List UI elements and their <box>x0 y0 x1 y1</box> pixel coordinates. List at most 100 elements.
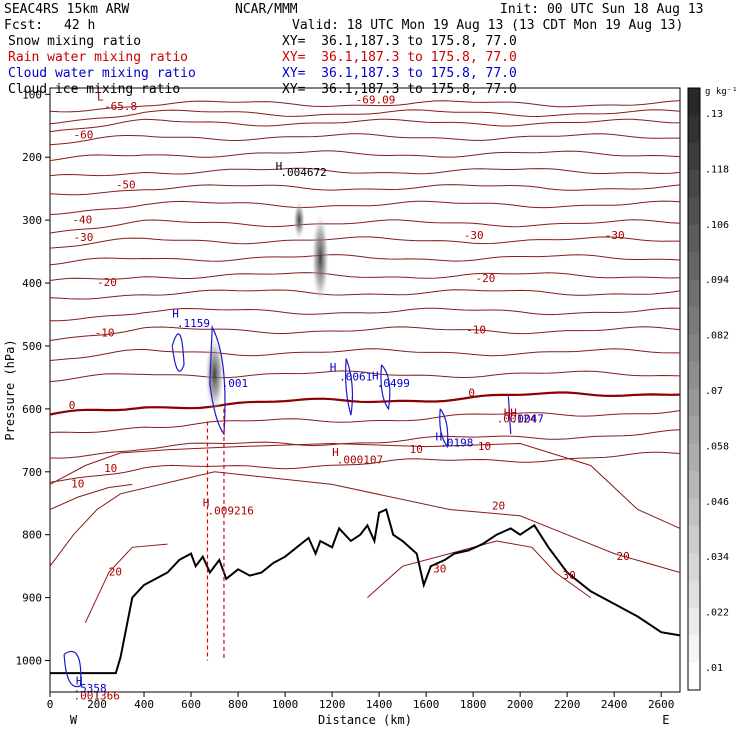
colorbar-tick-label: .106 <box>705 220 729 231</box>
isotherm-line <box>49 326 681 341</box>
contour-label: -40 <box>72 213 92 226</box>
ice-shading <box>311 209 330 306</box>
contour-label: H <box>203 496 210 509</box>
colorbar-cell <box>688 498 700 527</box>
contour-label: 10 <box>410 443 423 456</box>
isotherm-line <box>49 471 681 573</box>
x-tick-label: 2000 <box>507 698 534 711</box>
contour-label: .1159 <box>177 317 210 330</box>
isotherm-line <box>49 167 681 177</box>
contour-label: H <box>172 308 179 321</box>
contour-label: -20 <box>475 272 495 285</box>
isotherm-line <box>49 429 681 459</box>
field-name: Rain water mixing ratio <box>8 50 189 65</box>
contour-label: H <box>330 361 337 374</box>
colorbar-cell <box>688 416 700 445</box>
isotherm-line <box>49 100 681 113</box>
contour-label: H <box>436 430 443 443</box>
contour-label: -20 <box>97 276 117 289</box>
colorbar-cell <box>688 662 700 691</box>
contour-label: 0 <box>69 399 76 412</box>
isotherm-line <box>367 540 591 599</box>
isotherm-line <box>49 370 681 383</box>
plot-frame <box>49 87 681 693</box>
contour-label: H <box>372 369 379 382</box>
isotherm-line <box>49 150 681 162</box>
colorbar-cell <box>688 279 700 308</box>
colorbar-cell <box>688 197 700 226</box>
cloud-water-contour <box>209 324 226 436</box>
isotherm-line <box>49 219 681 234</box>
center-title: NCAR/MMM <box>235 2 298 17</box>
isotherm-line <box>49 289 681 300</box>
y-tick-label: 500 <box>22 340 42 353</box>
cloud-water-contour <box>171 333 185 372</box>
field-name: Cloud water mixing ratio <box>8 66 196 81</box>
contour-label: .001 <box>222 377 249 390</box>
field-xy: XY= 36.1,187.3 to 175.8, 77.0 <box>282 50 517 65</box>
isotherm-line <box>49 483 133 510</box>
y-tick-label: 700 <box>22 466 42 479</box>
colorbar-cell <box>688 142 700 171</box>
colorbar-tick-label: .082 <box>705 331 729 342</box>
x-tick-label: 200 <box>87 698 107 711</box>
contour-label: -69.09 <box>356 94 396 107</box>
contour-label: -65.8 <box>104 100 137 113</box>
field-xy: XY= 36.1,187.3 to 175.8, 77.0 <box>282 66 517 81</box>
contour-label: .0499 <box>377 377 410 390</box>
field-xy: XY= 36.1,187.3 to 175.8, 77.0 <box>282 82 517 97</box>
x-tick-label: 1000 <box>272 698 299 711</box>
contour-label: 20 <box>617 550 630 563</box>
contour-label: 10 <box>71 478 84 491</box>
colorbar-cell <box>688 635 700 664</box>
x-tick-label: 1600 <box>413 698 440 711</box>
x-tick-label: 800 <box>228 698 248 711</box>
isotherm-line <box>49 184 681 196</box>
contour-label: H <box>76 674 83 687</box>
field-name: Snow mixing ratio <box>8 34 142 49</box>
contour-label: -50 <box>116 179 136 192</box>
colorbar-cell <box>688 334 700 363</box>
y-tick-label: 800 <box>22 529 42 542</box>
isotherm-line <box>49 451 681 483</box>
y-tick-label: 1000 <box>16 655 43 668</box>
colorbar-cell <box>688 306 700 335</box>
colorbar-cell <box>688 525 700 554</box>
contour-label: -30 <box>464 229 484 242</box>
contour-label: .00124 <box>497 413 537 426</box>
ice-shading <box>293 200 306 241</box>
colorbar-cell <box>688 580 700 609</box>
colorbar-tick-label: .046 <box>705 497 729 508</box>
x-tick-label: 400 <box>134 698 154 711</box>
contour-label: .0198 <box>440 437 473 450</box>
colorbar-tick-label: .01 <box>705 663 723 674</box>
isotherm-line <box>49 410 681 433</box>
cloud-water-contour <box>439 408 449 449</box>
valid-time: Valid: 18 UTC Mon 19 Aug 13 (13 CDT Mon … <box>292 18 684 33</box>
contour-label: -30 <box>74 231 94 244</box>
colorbar-cell <box>688 443 700 472</box>
contour-label: H <box>332 446 339 459</box>
isotherm-line <box>84 543 168 624</box>
east-label: E <box>662 713 669 727</box>
isotherm-line <box>49 133 680 146</box>
model-title: SEAC4RS 15km ARW <box>4 2 130 17</box>
colorbar-cell <box>688 115 700 144</box>
contour-label: .004672 <box>280 166 326 179</box>
contour-label: 10 <box>104 462 117 475</box>
x-tick-label: 1200 <box>319 698 346 711</box>
y-tick-label: 100 <box>22 88 42 101</box>
fcst-value: 42 h <box>64 18 96 33</box>
fcst-label: Fcst: <box>4 18 44 33</box>
y-axis-label: Pressure (hPa) <box>3 339 17 440</box>
colorbar-frame <box>687 87 701 691</box>
isotherm-line <box>49 272 681 281</box>
contour-label: .5358 <box>74 682 107 695</box>
colorbar-tick-label: .034 <box>705 552 729 563</box>
contour-label: L <box>97 91 104 104</box>
contour-label: .0047 <box>511 413 544 426</box>
colorbar-cell <box>688 170 700 198</box>
terrain-line <box>50 508 681 675</box>
cloud-water-contour <box>63 650 82 688</box>
